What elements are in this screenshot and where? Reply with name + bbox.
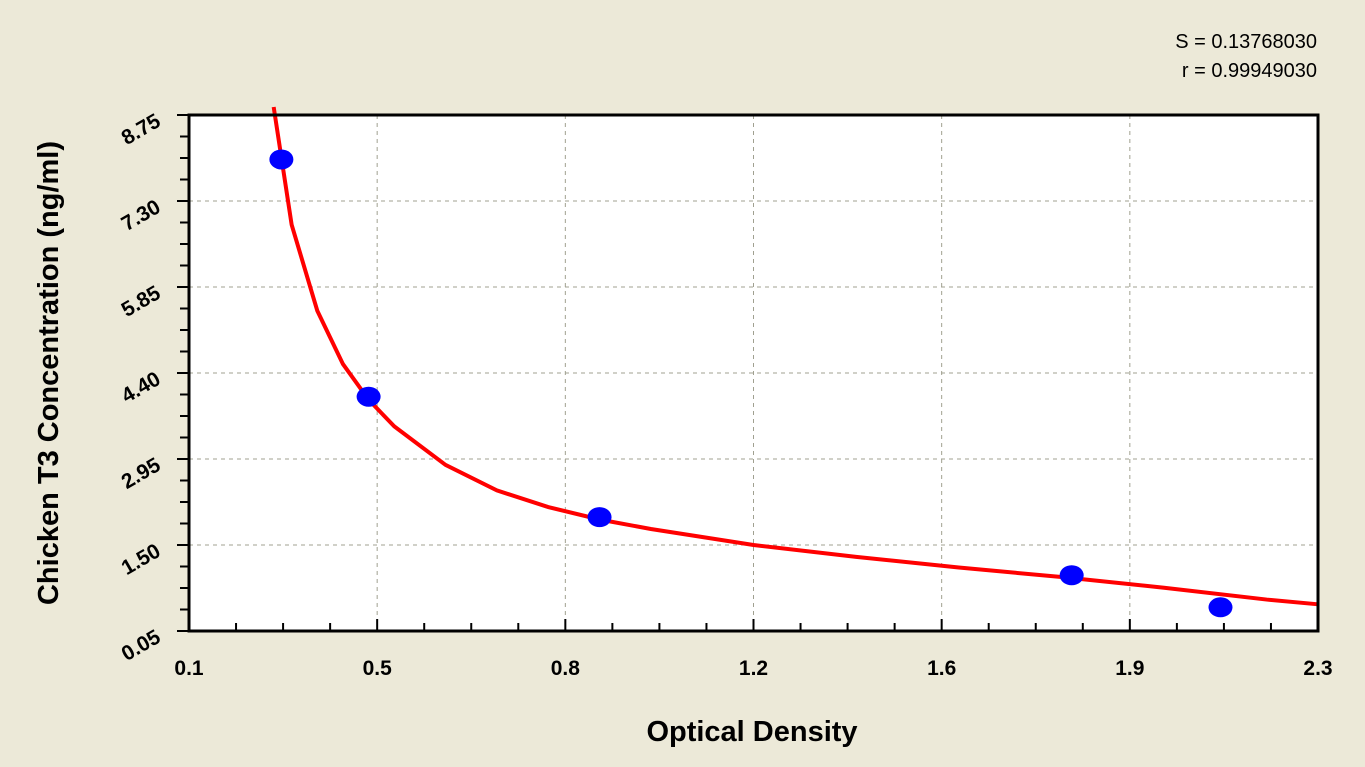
data-point [587,507,612,528]
r-value: r = 0.99949030 [1181,60,1317,82]
s-value: S = 0.13768030 [1175,31,1317,53]
plot-frame [187,113,1320,633]
x-tick-label: 2.3 [1303,657,1332,680]
x-tick-label: 0.1 [174,657,204,680]
x-tick-label: 0.5 [363,657,393,680]
x-tick-label: 1.9 [1115,657,1144,680]
y-tick-label: 8.75 [118,109,165,150]
y-tick-label: 4.40 [118,367,165,407]
data-point [1059,565,1084,586]
x-tick-label: 0.8 [551,657,581,680]
y-tick-label: 1.50 [118,539,165,579]
y-tick-label: 0.05 [118,625,165,666]
fit-statistics: S = 0.13768030 r = 0.99949030 [1175,28,1317,86]
y-tick-label: 2.95 [118,453,165,494]
y-tick-labels: 0.05 1.50 2.95 4.40 5.85 7.30 8.75 [118,109,165,666]
x-tick-labels: 0.1 0.5 0.8 1.2 1.6 1.9 2.3 [174,657,1332,680]
y-axis-title: Chicken T3 Concentration (ng/ml) [33,141,65,605]
x-tick-label: 1.6 [927,657,956,680]
x-tick-label: 1.2 [739,657,768,680]
grid-lines [189,115,1318,631]
data-point [1208,597,1233,618]
y-tick-label: 7.30 [118,195,165,235]
x-axis-title: Optical Density [646,716,857,748]
data-point [356,386,381,407]
data-points [269,149,1233,618]
y-tick-label: 5.85 [118,281,165,322]
data-point [269,149,294,170]
